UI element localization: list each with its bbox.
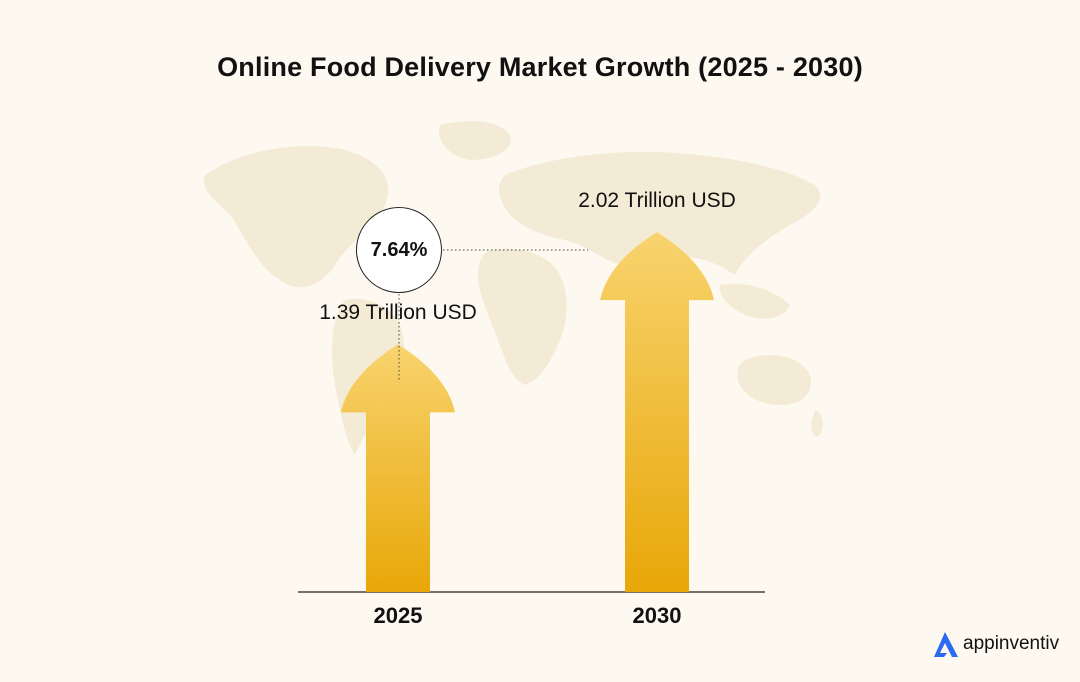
growth-rate-badge: 7.64% — [356, 207, 442, 293]
x-tick-label-2025: 2025 — [373, 603, 423, 628]
value-label-2030: 2.02 Trillion USD — [578, 189, 736, 213]
value-label-2025: 1.39 Trillion USD — [319, 301, 477, 325]
bar-2025 — [341, 344, 455, 592]
brand-logo: appinventiv — [932, 630, 1059, 658]
x-tick-label-2030: 2030 — [632, 603, 682, 628]
appinventiv-logo-icon — [934, 632, 958, 657]
chart-title: Online Food Delivery Market Growth (2025… — [217, 52, 863, 82]
brand-name: appinventiv — [963, 633, 1060, 654]
world-map-background — [204, 121, 823, 455]
bar-2030 — [600, 232, 714, 592]
